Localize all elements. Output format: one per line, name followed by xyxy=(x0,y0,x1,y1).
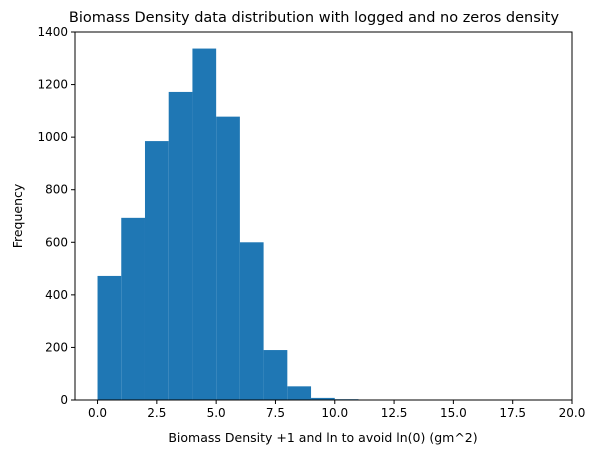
plot-frame xyxy=(74,31,573,401)
x-axis: 0.0 2.5 5.0 7.5 10.0 12.5 15.0 17.5 20.0 xyxy=(88,400,585,420)
x-tick-label: 20.0 xyxy=(559,406,586,420)
histogram-bar xyxy=(239,242,264,400)
x-tick-label: 15.0 xyxy=(440,406,467,420)
x-axis-label: Biomass Density +1 and ln to avoid ln(0)… xyxy=(168,430,477,445)
x-tick-label: 0.0 xyxy=(88,406,107,420)
x-tick-label: 5.0 xyxy=(207,406,226,420)
x-tick-label: 12.5 xyxy=(381,406,408,420)
histogram-bar xyxy=(287,386,312,400)
histogram-bar xyxy=(168,91,193,400)
y-tick-label: 600 xyxy=(45,235,68,249)
histogram-bar xyxy=(192,48,217,401)
y-tick-label: 200 xyxy=(45,340,68,354)
histogram-bar xyxy=(263,350,288,400)
chart-title: Biomass Density data distribution with l… xyxy=(69,10,560,26)
histogram-bar xyxy=(121,217,145,400)
y-tick-label: 1000 xyxy=(37,130,68,144)
x-tick-label: 2.5 xyxy=(147,406,166,420)
histogram-bar xyxy=(97,275,122,400)
histogram-bar xyxy=(311,397,335,400)
x-tick-label: 10.0 xyxy=(321,406,348,420)
bars-group xyxy=(97,48,359,401)
y-tick-label: 1400 xyxy=(37,25,68,39)
y-tick-label: 400 xyxy=(45,288,68,302)
histogram-bar xyxy=(144,141,169,401)
y-tick-label: 800 xyxy=(45,183,68,197)
y-tick-label: 1200 xyxy=(37,78,68,92)
y-axis-label: Frequency xyxy=(10,183,25,248)
histogram-bar xyxy=(216,116,240,400)
x-tick-label: 17.5 xyxy=(499,406,526,420)
y-tick-label: 0 xyxy=(60,393,68,407)
x-tick-label: 7.5 xyxy=(266,406,285,420)
y-axis: 0 200 400 600 800 1000 1200 1400 xyxy=(37,25,75,407)
